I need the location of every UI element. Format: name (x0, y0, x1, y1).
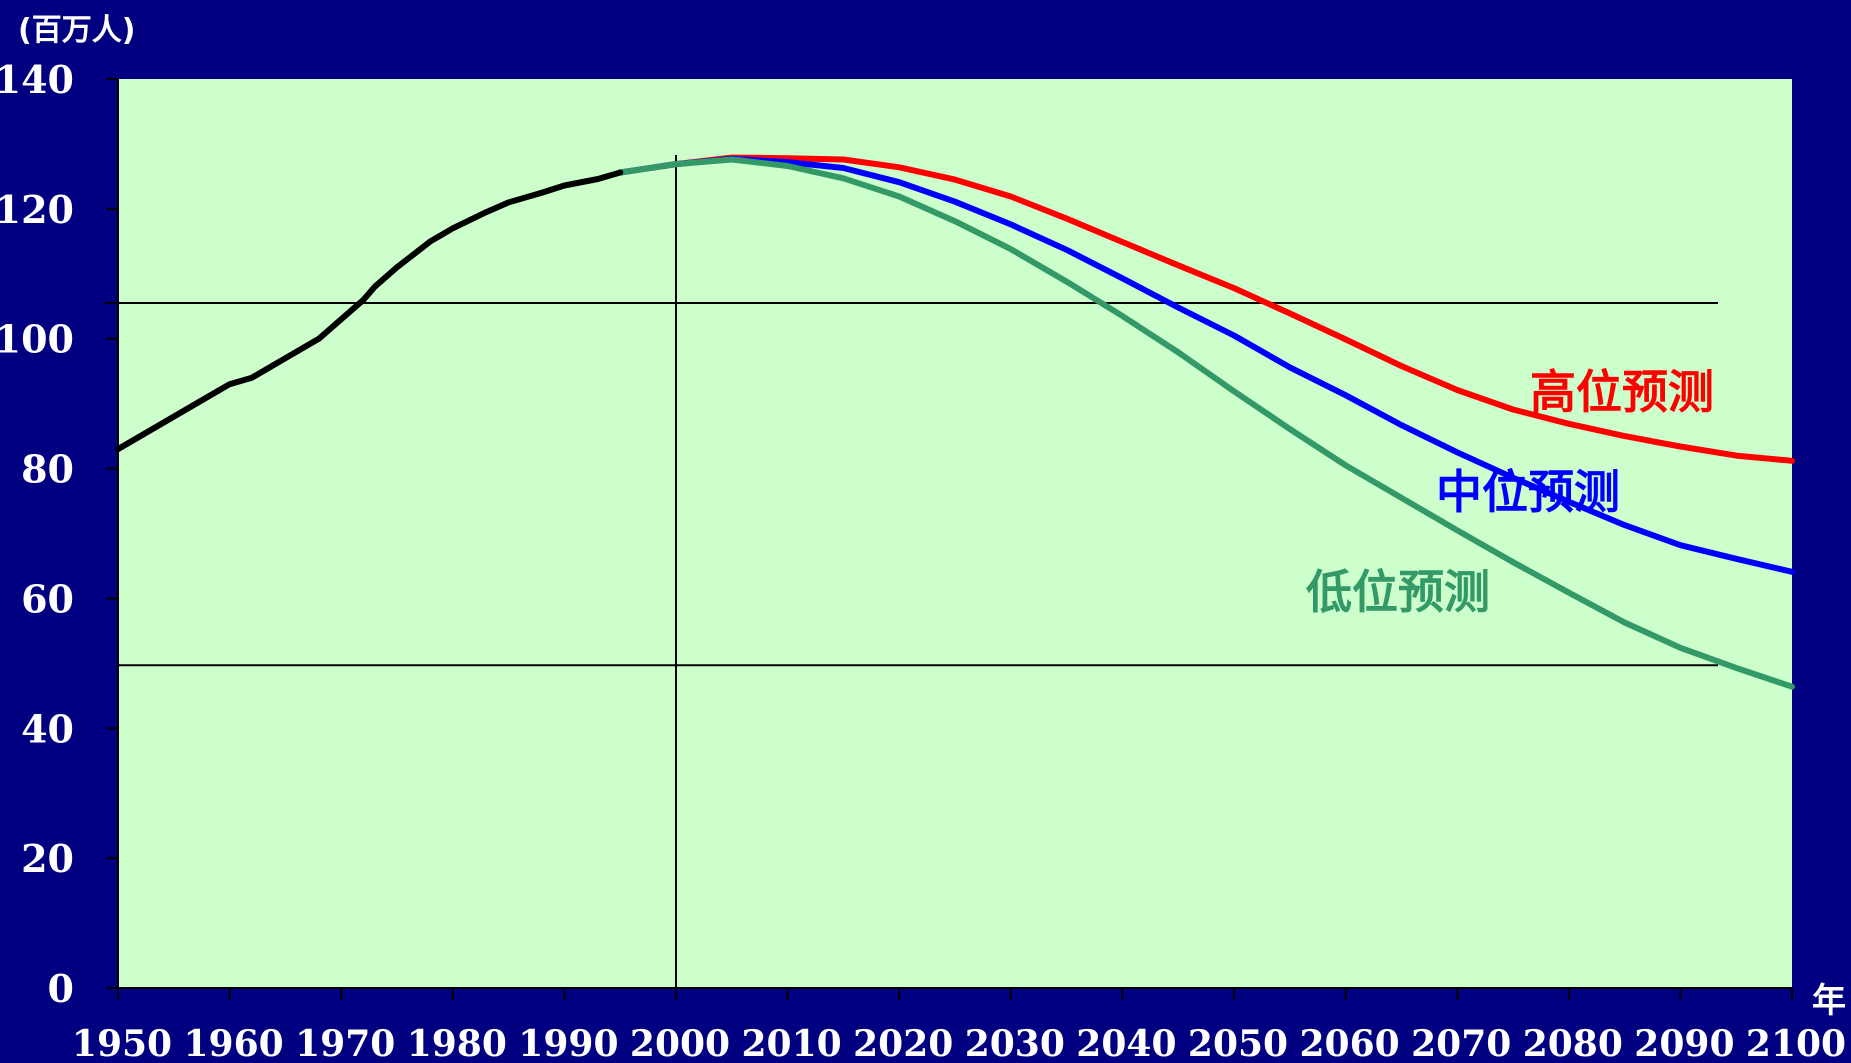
y-tick-label: 140 (0, 57, 74, 102)
series-layer (115, 154, 1795, 690)
series-line-mid (617, 155, 1795, 575)
y-tick-label: 80 (21, 447, 74, 492)
x-tick-label: 1960 (183, 1023, 283, 1063)
x-tick-label: 2060 (1299, 1023, 1399, 1063)
x-tick-label: 1990 (518, 1023, 618, 1063)
x-tick-label: 2010 (741, 1023, 841, 1063)
y-tick-label: 60 (21, 576, 74, 621)
series-label-mid: 中位预测 (1436, 465, 1620, 519)
x-tick-label: 2000 (630, 1023, 730, 1063)
series-label-high: 高位预测 (1530, 365, 1714, 419)
x-tick-label: 1950 (72, 1023, 172, 1063)
x-tick-label: 1970 (295, 1023, 395, 1063)
y-tick-label: 100 (0, 317, 74, 362)
x-tick-label: 2020 (853, 1023, 953, 1063)
x-tick-label: 2070 (1411, 1023, 1511, 1063)
x-tick-label: 2030 (965, 1023, 1065, 1063)
reference-lines (104, 155, 1718, 988)
series-line-low (617, 156, 1795, 690)
x-axis-unit-label: 年 (1812, 981, 1846, 1021)
series-line-high (617, 154, 1795, 464)
y-axis-unit-label: (百万人) (18, 13, 135, 48)
y-tick-label: 0 (48, 966, 74, 1011)
series-line-actual (115, 169, 624, 453)
x-tick-label: 2040 (1076, 1023, 1176, 1063)
x-tick-label: 2090 (1634, 1023, 1734, 1063)
y-tick-label: 20 (21, 836, 74, 881)
series-label-low: 低位预测 (1306, 565, 1490, 619)
y-tick-label: 120 (0, 187, 74, 232)
x-tick-label: 2080 (1523, 1023, 1623, 1063)
x-tick-label: 1980 (407, 1023, 507, 1063)
x-tick-label: 2050 (1188, 1023, 1288, 1063)
x-tick-label: 2100 (1746, 1023, 1846, 1063)
y-tick-label: 40 (21, 706, 74, 751)
plot-area (118, 79, 1792, 988)
